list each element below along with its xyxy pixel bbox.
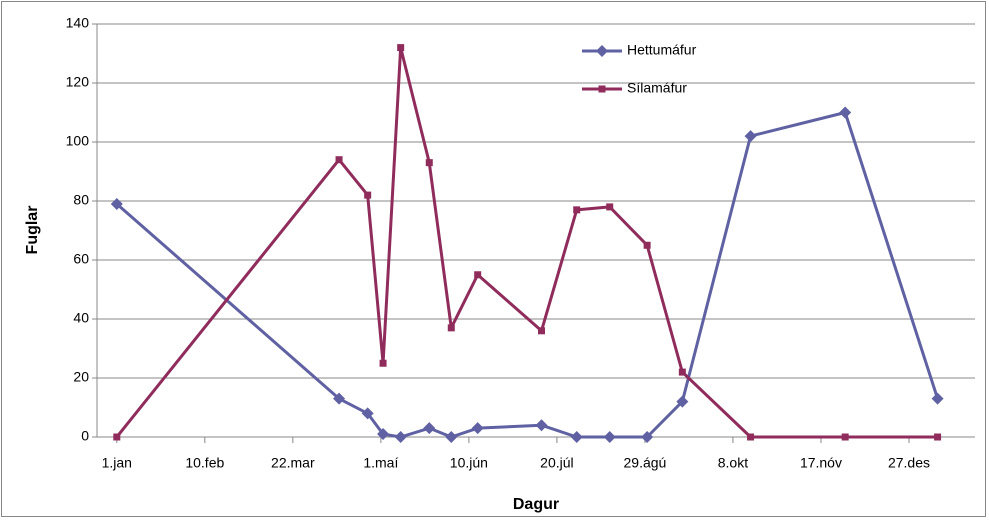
x-tick-label: 27.des	[888, 455, 930, 471]
legend-label: Hettumáfur	[627, 42, 697, 58]
y-tick-label: 120	[66, 74, 90, 90]
marker	[535, 419, 548, 432]
marker	[603, 431, 616, 443]
marker	[676, 395, 689, 408]
marker	[379, 359, 387, 367]
x-tick-label: 10.feb	[185, 455, 224, 471]
series-line	[115, 111, 940, 439]
x-tick-label: 17.nóv	[800, 455, 842, 471]
marker	[423, 422, 436, 435]
y-tick-label: 0	[81, 428, 89, 444]
marker	[934, 433, 942, 441]
legend-marker	[596, 45, 608, 57]
x-tick-label: 1.maí	[363, 455, 398, 471]
x-tick-label: 10.jún	[450, 455, 488, 471]
marker	[643, 241, 651, 249]
marker	[377, 428, 390, 441]
x-tick-label: 8.okt	[718, 455, 748, 471]
marker	[931, 392, 944, 405]
x-tick-label: 29.ágú	[624, 455, 667, 471]
marker	[361, 407, 374, 420]
y-tick-label: 60	[73, 251, 89, 267]
x-axis-title: Dagur	[513, 496, 559, 513]
y-tick-label: 80	[73, 192, 89, 208]
marker	[110, 197, 123, 210]
marker	[471, 422, 484, 435]
y-axis-title: Fuglar	[24, 206, 41, 255]
marker	[447, 324, 455, 332]
marker	[364, 191, 372, 199]
y-tick-label: 20	[73, 369, 89, 385]
marker	[641, 431, 654, 443]
marker	[397, 44, 405, 52]
marker	[335, 156, 343, 164]
y-tick-label: 140	[66, 15, 90, 31]
marker	[606, 203, 614, 211]
y-tick-label: 100	[66, 133, 90, 149]
marker	[113, 433, 121, 441]
marker	[747, 433, 755, 441]
marker	[394, 431, 407, 443]
y-tick-label: 40	[73, 310, 89, 326]
marker	[839, 106, 852, 119]
x-tick-label: 1.jan	[102, 455, 132, 471]
marker	[333, 392, 346, 405]
marker	[678, 368, 686, 376]
x-tick-label: 20.júl	[540, 455, 573, 471]
marker	[425, 159, 433, 167]
series-line	[115, 46, 938, 439]
marker	[474, 271, 482, 279]
marker	[570, 431, 583, 443]
marker	[538, 327, 546, 335]
x-tick-label: 22.mar	[271, 455, 315, 471]
marker	[744, 130, 757, 143]
marker	[445, 431, 458, 443]
marker	[841, 433, 849, 441]
marker	[573, 206, 581, 214]
legend-label: Sílamáfur	[627, 80, 687, 96]
legend-marker	[598, 85, 606, 93]
